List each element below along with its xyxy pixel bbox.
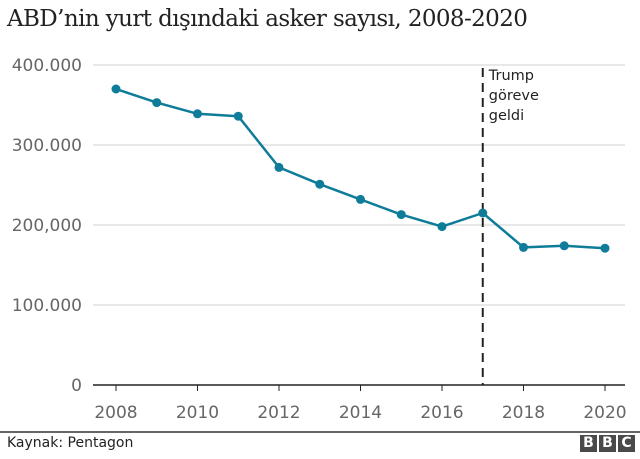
data-point — [600, 243, 610, 253]
data-point — [152, 98, 162, 108]
bbc-logo-letter: B — [599, 435, 616, 452]
x-tick-label: 2012 — [257, 403, 300, 423]
data-point — [233, 111, 243, 121]
chart-title: ABD’nin yurt dışındaki asker sayısı, 200… — [7, 6, 528, 32]
x-axis: 2008 2010 2012 2014 2016 2018 2020 — [93, 384, 627, 423]
y-tick-label: 0 — [71, 376, 82, 396]
x-tick-label: 2008 — [94, 403, 137, 423]
x-tick-label: 2016 — [420, 403, 463, 423]
bbc-logo-letter: C — [618, 435, 635, 452]
source-label: Kaynak: Pentagon — [7, 435, 134, 451]
gridlines — [93, 64, 625, 306]
footer-divider — [0, 431, 640, 433]
data-point — [274, 162, 284, 172]
y-tick-label: 300.000 — [12, 136, 82, 156]
data-point — [519, 242, 528, 252]
x-tick-label: 2010 — [176, 403, 219, 423]
annotation-trump-line: Trump göreve geldi — [481, 68, 539, 385]
data-point — [396, 210, 406, 220]
bbc-logo: B B C — [580, 435, 635, 452]
data-point — [559, 241, 569, 251]
data-point — [437, 222, 447, 232]
x-tick-label: 2014 — [339, 403, 382, 423]
y-tick-label: 100.000 — [12, 296, 82, 316]
y-axis-ticks: 0 100.000 200,000 300.000 400.000 — [12, 56, 82, 396]
y-tick-label: 200,000 — [12, 216, 82, 236]
bbc-logo-letter: B — [580, 435, 597, 452]
y-tick-label: 400.000 — [12, 56, 82, 76]
annotation-label: göreve — [489, 88, 539, 104]
x-tick-label: 2020 — [583, 403, 626, 423]
data-point — [356, 194, 365, 204]
annotation-label: geldi — [489, 108, 524, 124]
x-tick-label: 2018 — [502, 403, 545, 423]
data-point — [111, 84, 121, 94]
data-point — [478, 208, 488, 218]
data-point — [315, 179, 325, 189]
annotation-label: Trump — [488, 68, 534, 84]
data-series — [111, 84, 610, 253]
series-line — [115, 87, 606, 250]
data-point — [193, 109, 202, 119]
